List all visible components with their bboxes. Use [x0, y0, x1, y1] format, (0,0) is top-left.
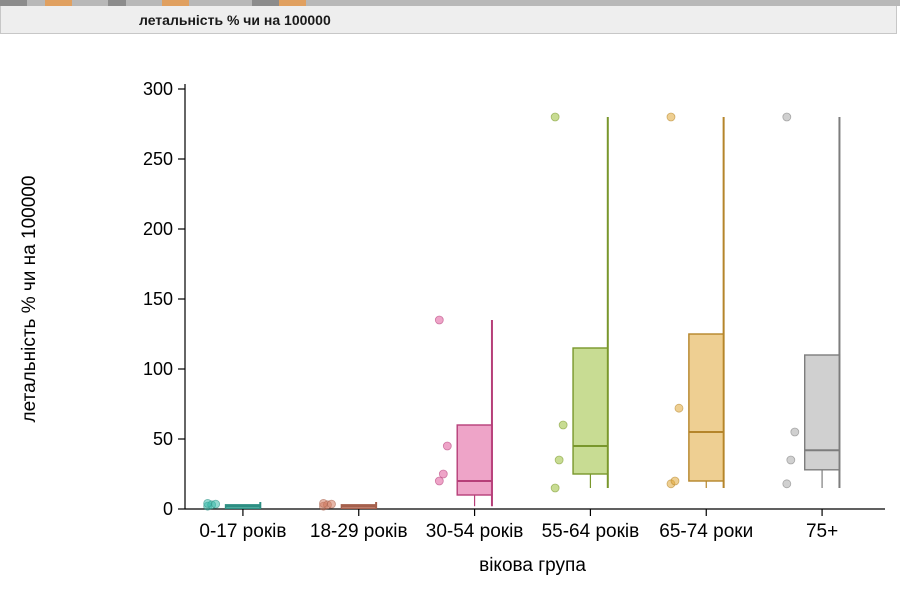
- box: [689, 334, 724, 481]
- outlier-point: [787, 456, 795, 464]
- x-category-label: 30-54 років: [426, 521, 524, 542]
- y-tick-label: 200: [143, 219, 173, 239]
- outlier-point: [791, 428, 799, 436]
- panel-tab-bar: летальність % чи на 100000: [0, 6, 897, 34]
- outlier-point: [319, 499, 327, 507]
- y-tick-label: 300: [143, 79, 173, 99]
- outlier-point: [435, 316, 443, 324]
- outlier-point: [551, 113, 559, 121]
- chart-container: 0 50 100 150 200 250 300 летальність % чи на 10…: [0, 34, 900, 612]
- y-tick-label: 100: [143, 359, 173, 379]
- box: [805, 355, 840, 470]
- outlier-point: [675, 404, 683, 412]
- outlier-point: [667, 113, 675, 121]
- x-category-label: 0-17 років: [199, 521, 286, 542]
- y-axis-title: летальність % чи на 100000: [19, 176, 40, 423]
- outlier-point: [443, 442, 451, 450]
- outlier-point: [212, 500, 220, 508]
- outlier-point: [555, 456, 563, 464]
- panel-tab-title: летальність % чи на 100000: [131, 8, 339, 32]
- y-tick-label: 250: [143, 149, 173, 169]
- outlier-point: [439, 470, 447, 478]
- y-tick-label: 150: [143, 289, 173, 309]
- outlier-point: [671, 477, 679, 485]
- x-category-label: 55-64 років: [542, 521, 640, 542]
- outlier-point: [783, 113, 791, 121]
- x-category-label: 75+: [806, 521, 838, 542]
- outlier-point: [559, 421, 567, 429]
- box: [457, 425, 492, 495]
- x-axis-title: вікова група: [479, 555, 586, 576]
- y-tick-label: 50: [153, 429, 173, 449]
- y-tick-label: 0: [163, 499, 173, 519]
- x-category-label: 65-74 роки: [659, 521, 753, 542]
- outlier-point: [327, 500, 335, 508]
- outlier-point: [204, 499, 212, 507]
- box: [573, 348, 608, 474]
- x-category-label: 18-29 років: [310, 521, 408, 542]
- boxplot-chart: 0 50 100 150 200 250 300 летальність % чи на 10…: [0, 34, 900, 612]
- outlier-point: [551, 484, 559, 492]
- outlier-point: [783, 480, 791, 488]
